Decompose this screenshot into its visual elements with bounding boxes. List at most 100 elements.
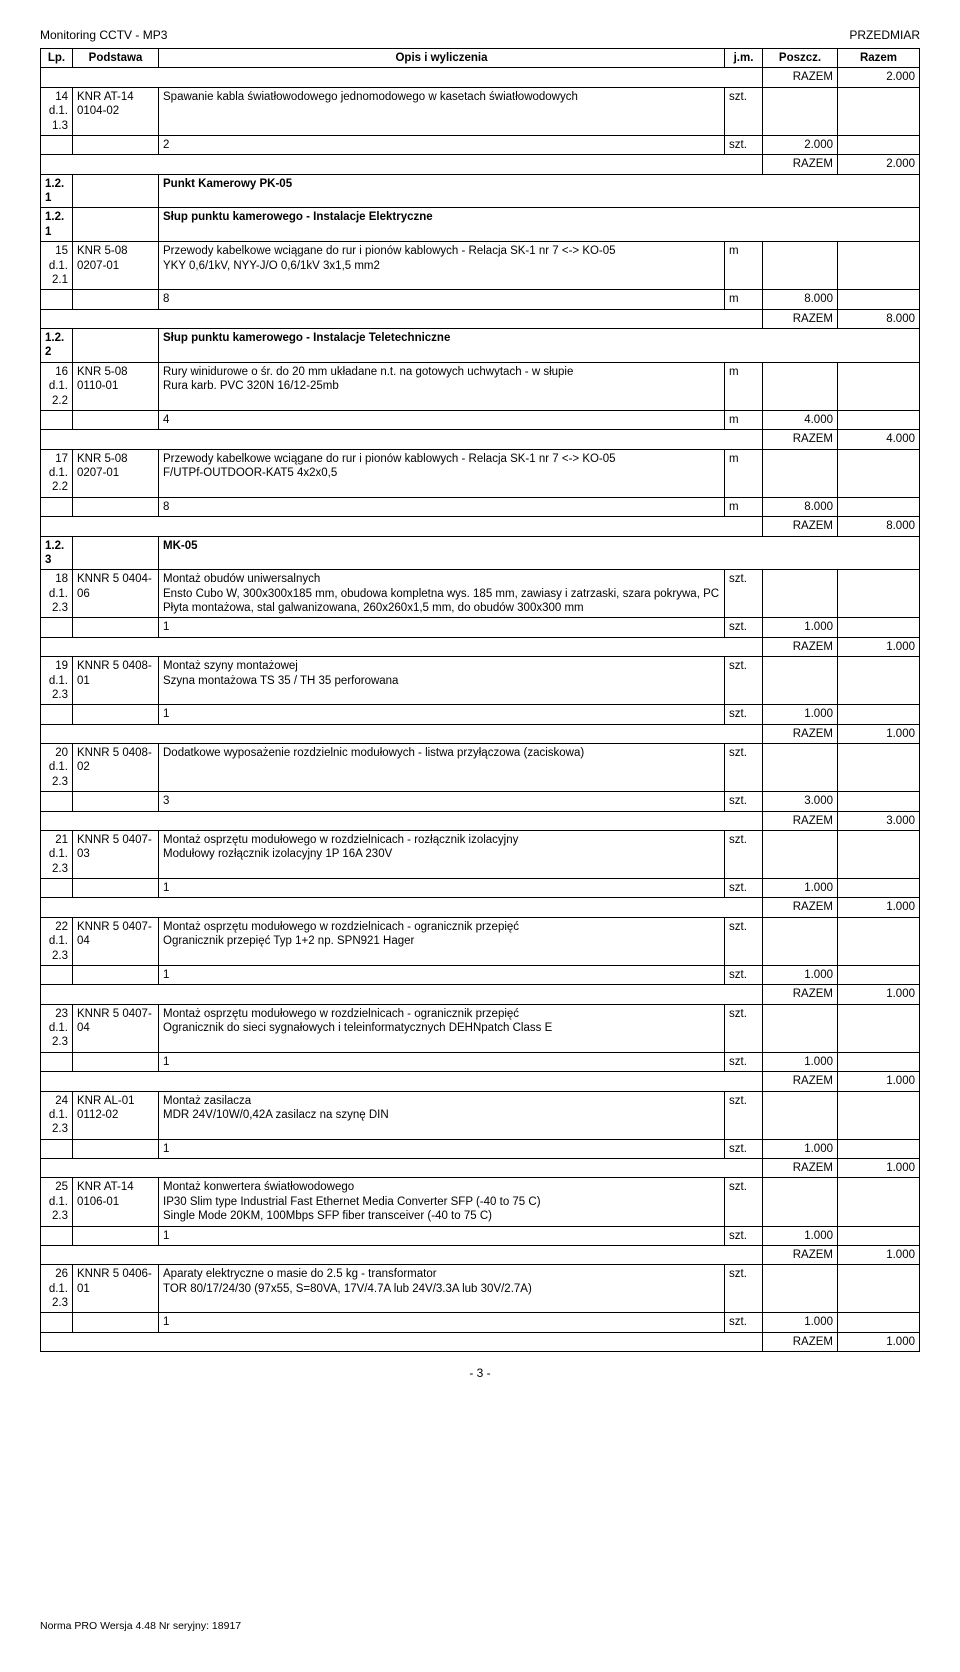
calc-razem xyxy=(838,290,920,309)
calc-jm: szt. xyxy=(725,705,763,724)
razem-value: 1.000 xyxy=(838,1332,920,1351)
calc-row: 8m8.000 xyxy=(41,497,920,516)
calc-poszcz: 8.000 xyxy=(763,497,838,516)
item-opis: Przewody kabelkowe wciągane do rur i pio… xyxy=(159,242,725,290)
section-lp: 1.2.3 xyxy=(41,536,73,570)
razem-empty xyxy=(41,155,763,174)
calc-jm: szt. xyxy=(725,1313,763,1332)
item-jm: szt. xyxy=(725,830,763,878)
col-jm: j.m. xyxy=(725,49,763,68)
calc-lp xyxy=(41,618,73,637)
item-podstawa: KNNR 5 0408-02 xyxy=(73,744,159,792)
item-razem xyxy=(838,744,920,792)
calc-row: 4m4.000 xyxy=(41,410,920,429)
item-poszcz xyxy=(763,570,838,618)
item-opis: Przewody kabelkowe wciągane do rur i pio… xyxy=(159,449,725,497)
item-poszcz xyxy=(763,87,838,135)
item-podstawa: KNNR 5 0407-04 xyxy=(73,917,159,965)
calc-podstawa xyxy=(73,290,159,309)
calc-opis: 1 xyxy=(159,705,725,724)
calc-podstawa xyxy=(73,879,159,898)
calc-podstawa xyxy=(73,965,159,984)
calc-razem xyxy=(838,618,920,637)
calc-row: 1szt.1.000 xyxy=(41,1052,920,1071)
item-poszcz xyxy=(763,1091,838,1139)
calc-opis: 1 xyxy=(159,879,725,898)
section-title: Słup punktu kamerowego - Instalacje Elek… xyxy=(159,208,920,242)
razem-value: 1.000 xyxy=(838,898,920,917)
item-row: 19d.1.2.3KNNR 5 0408-01Montaż szyny mont… xyxy=(41,657,920,705)
razem-empty xyxy=(41,1072,763,1091)
item-podstawa: KNR AL-01 0112-02 xyxy=(73,1091,159,1139)
col-razem: Razem xyxy=(838,49,920,68)
item-podstawa: KNNR 5 0404-06 xyxy=(73,570,159,618)
item-lp: 23d.1.2.3 xyxy=(41,1004,73,1052)
item-lp: 16d.1.2.2 xyxy=(41,362,73,410)
calc-jm: szt. xyxy=(725,1139,763,1158)
calc-lp xyxy=(41,879,73,898)
calc-lp xyxy=(41,410,73,429)
razem-row: RAZEM8.000 xyxy=(41,517,920,536)
section-row: 1.2.2Słup punktu kamerowego - Instalacje… xyxy=(41,329,920,363)
calc-opis: 4 xyxy=(159,410,725,429)
razem-label: RAZEM xyxy=(763,1159,838,1178)
calc-opis: 8 xyxy=(159,290,725,309)
razem-label: RAZEM xyxy=(763,430,838,449)
item-jm: szt. xyxy=(725,657,763,705)
item-razem xyxy=(838,1004,920,1052)
item-opis: Montaż szyny montażowejSzyna montażowa T… xyxy=(159,657,725,705)
razem-label: RAZEM xyxy=(763,309,838,328)
item-poszcz xyxy=(763,917,838,965)
calc-podstawa xyxy=(73,1226,159,1245)
calc-podstawa xyxy=(73,1052,159,1071)
calc-row: 1szt.1.000 xyxy=(41,879,920,898)
calc-row: 1szt.1.000 xyxy=(41,618,920,637)
item-row: 17d.1.2.2KNR 5-08 0207-01Przewody kabelk… xyxy=(41,449,920,497)
item-jm: m xyxy=(725,449,763,497)
calc-jm: szt. xyxy=(725,792,763,811)
calc-opis: 1 xyxy=(159,618,725,637)
calc-row: 1szt.1.000 xyxy=(41,1226,920,1245)
calc-lp xyxy=(41,792,73,811)
item-lp: 24d.1.2.3 xyxy=(41,1091,73,1139)
calc-poszcz: 1.000 xyxy=(763,879,838,898)
calc-lp xyxy=(41,705,73,724)
razem-label: RAZEM xyxy=(763,724,838,743)
page-header: Monitoring CCTV - MP3 PRZEDMIAR xyxy=(40,28,920,42)
item-podstawa: KNR 5-08 0207-01 xyxy=(73,242,159,290)
item-lp: 17d.1.2.2 xyxy=(41,449,73,497)
calc-row: 8m8.000 xyxy=(41,290,920,309)
item-opis: Montaż konwertera światłowodowegoIP30 Sl… xyxy=(159,1178,725,1226)
item-razem xyxy=(838,570,920,618)
razem-value: 4.000 xyxy=(838,430,920,449)
calc-poszcz: 1.000 xyxy=(763,1226,838,1245)
razem-label: RAZEM xyxy=(763,1332,838,1351)
item-jm: m xyxy=(725,242,763,290)
item-razem xyxy=(838,917,920,965)
razem-label: RAZEM xyxy=(763,898,838,917)
calc-jm: szt. xyxy=(725,618,763,637)
item-poszcz xyxy=(763,362,838,410)
page-number: - 3 - xyxy=(40,1366,920,1380)
calc-poszcz: 4.000 xyxy=(763,410,838,429)
section-podstawa xyxy=(73,208,159,242)
col-podstawa: Podstawa xyxy=(73,49,159,68)
calc-podstawa xyxy=(73,410,159,429)
item-lp: 22d.1.2.3 xyxy=(41,917,73,965)
calc-podstawa xyxy=(73,1139,159,1158)
razem-value: 1.000 xyxy=(838,1072,920,1091)
item-jm: szt. xyxy=(725,1004,763,1052)
item-lp: 21d.1.2.3 xyxy=(41,830,73,878)
calc-razem xyxy=(838,1226,920,1245)
calc-lp xyxy=(41,1226,73,1245)
calc-jm: m xyxy=(725,497,763,516)
calc-opis: 1 xyxy=(159,1139,725,1158)
calc-jm: szt. xyxy=(725,965,763,984)
razem-row: RAZEM2.000 xyxy=(41,68,920,87)
calc-podstawa xyxy=(73,792,159,811)
section-title: MK-05 xyxy=(159,536,920,570)
item-podstawa: KNR 5-08 0110-01 xyxy=(73,362,159,410)
razem-label: RAZEM xyxy=(763,517,838,536)
item-opis: Montaż osprzętu modułowego w rozdzielnic… xyxy=(159,830,725,878)
razem-empty xyxy=(41,985,763,1004)
